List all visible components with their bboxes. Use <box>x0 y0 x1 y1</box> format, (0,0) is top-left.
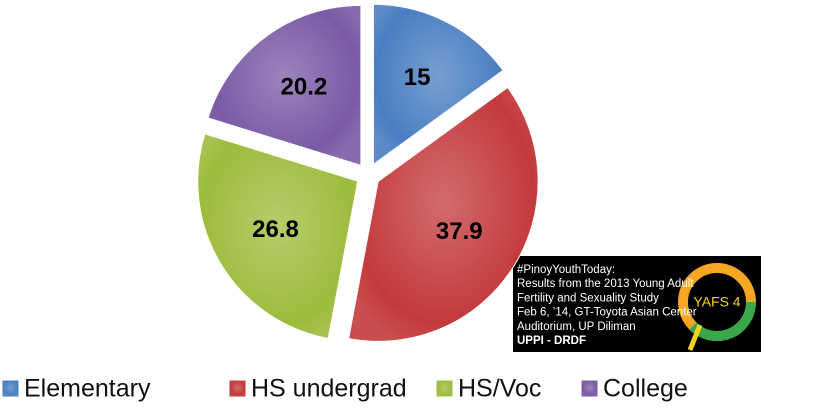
note-line: UPPI - DRDF <box>517 335 586 347</box>
data-label: 15 <box>404 64 431 91</box>
note-line: #PinoyYouthToday: <box>517 264 615 276</box>
logo-symbol <box>687 324 703 351</box>
pie-slice <box>197 133 359 340</box>
note-line: Fertility and Sexuality Study <box>517 292 659 304</box>
legend-label: Elementary <box>24 375 151 403</box>
note-line: Feb 6, ’14, GT-Toyota Asian Center <box>517 307 697 319</box>
note-line: Results from the 2013 Young Adult <box>517 278 694 290</box>
legend-label: HS undergrad <box>251 375 407 403</box>
legend-swatch <box>2 380 19 397</box>
data-label: 26.8 <box>252 216 299 243</box>
legend-label: College <box>603 375 688 403</box>
logo-text: YAFS 4 <box>693 294 740 310</box>
data-label: 20.2 <box>281 73 328 100</box>
pie-slice <box>372 3 504 166</box>
legend-swatch <box>229 380 246 397</box>
legend-swatch <box>581 380 598 397</box>
data-label: 37.9 <box>436 218 483 245</box>
legend-swatch <box>436 380 453 397</box>
logo-ring-green <box>678 263 756 341</box>
note-line: Auditorium, UP Diliman <box>517 321 636 333</box>
legend-label: HS/Voc <box>458 375 541 403</box>
pie-slice <box>207 4 362 167</box>
pie-slice <box>348 86 539 342</box>
